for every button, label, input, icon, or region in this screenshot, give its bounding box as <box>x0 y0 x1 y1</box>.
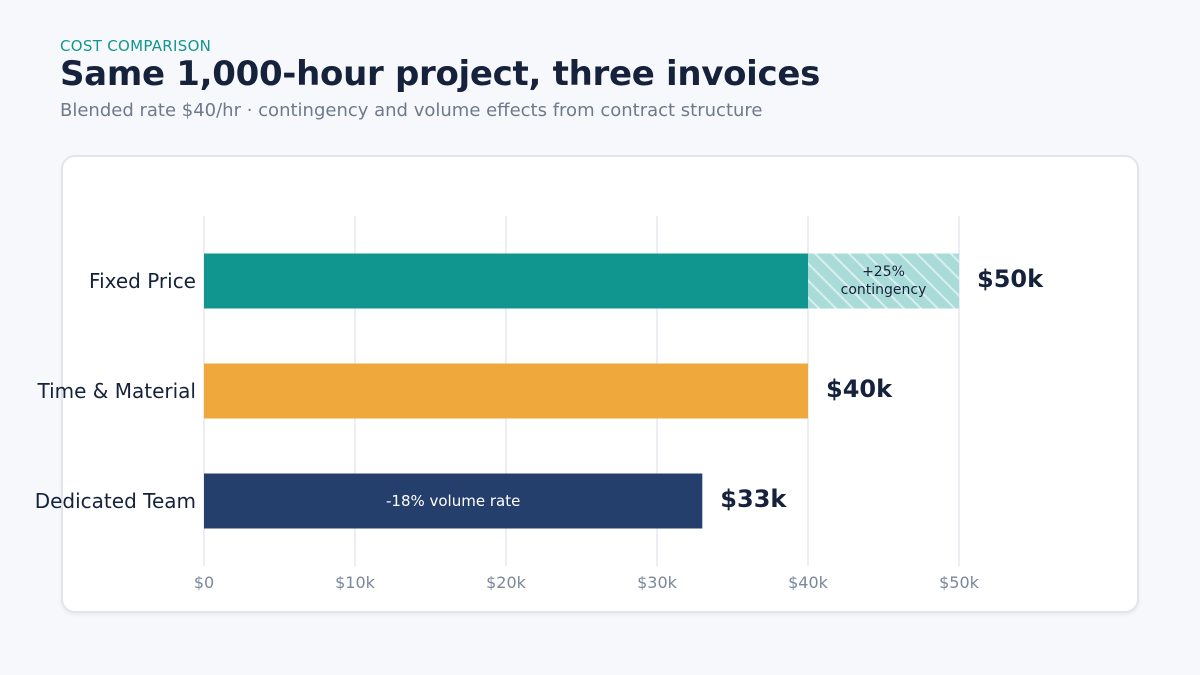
category-label: Dedicated Team <box>35 489 196 513</box>
segment-annotation: +25% <box>862 264 905 280</box>
x-tick-label: $0 <box>194 573 214 592</box>
value-label: $50k <box>977 265 1044 293</box>
bar-base-segment <box>204 253 808 309</box>
x-tick-label: $40k <box>788 573 829 592</box>
category-label: Time & Material <box>36 379 196 403</box>
bar-base-segment <box>204 363 808 419</box>
bar-base-segment <box>204 473 703 529</box>
segment-annotation: -18% volume rate <box>386 492 520 510</box>
value-label: $33k <box>720 485 787 513</box>
x-tick-label: $50k <box>939 573 980 592</box>
eyebrow-label: COST COMPARISON <box>60 37 212 55</box>
category-label: Fixed Price <box>89 269 196 293</box>
page-subtitle: Blended rate $40/hr · contingency and vo… <box>60 100 763 121</box>
bars <box>204 253 959 529</box>
bar-contingency-segment <box>808 253 959 309</box>
x-tick-label: $30k <box>637 573 678 592</box>
chart-labels: $0 $10k $20k $30k $40k $50k Fixed Price $50k Tim… <box>35 264 1044 592</box>
x-tick-label: $20k <box>486 573 527 592</box>
page-title: Same 1,000-hour project, three invoices <box>60 54 821 94</box>
value-label: $40k <box>826 375 893 403</box>
segment-annotation: contingency <box>841 282 927 298</box>
x-tick-label: $10k <box>335 573 376 592</box>
